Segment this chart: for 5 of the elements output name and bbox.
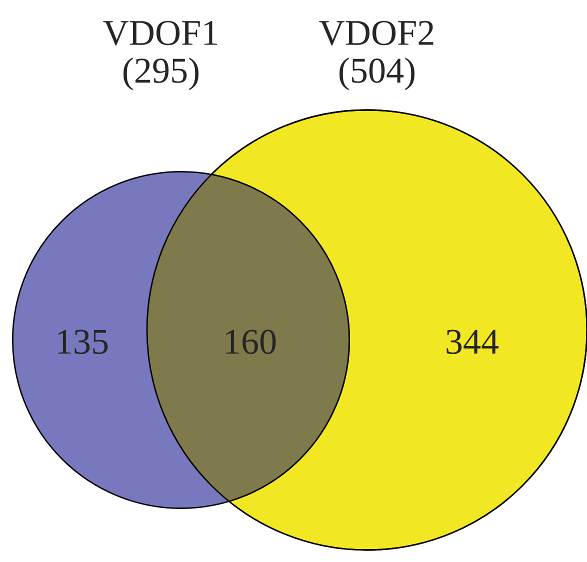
text: VDOF1 (295) — [103, 20, 218, 90]
data-label: 344 — [446, 330, 499, 354]
text: VDOF2 (504) — [319, 20, 434, 90]
data-label: 160 — [226, 330, 276, 354]
data-label: 135 — [58, 330, 108, 354]
